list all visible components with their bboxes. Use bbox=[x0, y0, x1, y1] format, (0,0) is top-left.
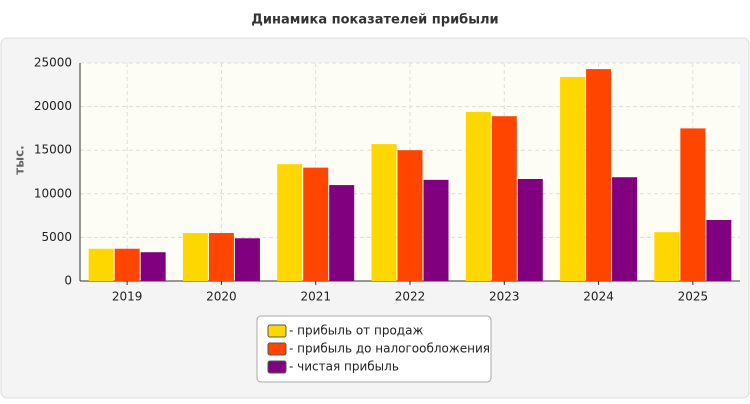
chart-title: Динамика показателей прибыли bbox=[251, 13, 498, 28]
legend-label: - чистая прибыль bbox=[289, 360, 399, 374]
bar bbox=[491, 116, 517, 281]
x-tick-label: 2025 bbox=[678, 290, 709, 304]
bar bbox=[371, 144, 397, 281]
bar bbox=[182, 233, 208, 281]
bar bbox=[560, 76, 586, 282]
y-tick-label: 25000 bbox=[34, 56, 72, 70]
legend-swatch bbox=[267, 324, 287, 338]
x-tick-label: 2024 bbox=[583, 290, 614, 304]
bar bbox=[397, 150, 423, 281]
y-tick-label: 0 bbox=[64, 274, 72, 288]
bar bbox=[586, 69, 612, 281]
legend-label: - прибыль до налогообложения bbox=[289, 342, 490, 356]
bar bbox=[303, 167, 329, 281]
bar bbox=[234, 238, 260, 281]
y-tick-label: 5000 bbox=[41, 230, 72, 244]
bar bbox=[612, 177, 638, 281]
bar bbox=[423, 179, 449, 281]
bar bbox=[680, 128, 706, 281]
x-tick-label: 2019 bbox=[112, 290, 143, 304]
y-axis-label: тыс. bbox=[13, 145, 27, 174]
bar bbox=[277, 164, 303, 281]
bar bbox=[517, 178, 543, 281]
bar bbox=[140, 252, 166, 281]
bar bbox=[208, 233, 234, 281]
x-tick-label: 2022 bbox=[395, 290, 426, 304]
x-tick-label: 2021 bbox=[300, 290, 331, 304]
bar bbox=[114, 248, 140, 281]
bar bbox=[329, 185, 355, 281]
x-tick-label: 2020 bbox=[206, 290, 237, 304]
legend-swatch bbox=[267, 360, 287, 374]
legend bbox=[256, 315, 492, 383]
bar bbox=[465, 111, 491, 281]
legend-swatch bbox=[267, 342, 287, 356]
y-tick-label: 10000 bbox=[34, 186, 72, 200]
legend-label: - прибыль от продаж bbox=[289, 324, 423, 338]
bar bbox=[88, 248, 114, 281]
bar bbox=[706, 219, 732, 281]
y-tick-label: 15000 bbox=[34, 143, 72, 157]
x-tick-label: 2023 bbox=[489, 290, 520, 304]
bar bbox=[654, 232, 680, 281]
y-tick-label: 20000 bbox=[34, 99, 72, 113]
